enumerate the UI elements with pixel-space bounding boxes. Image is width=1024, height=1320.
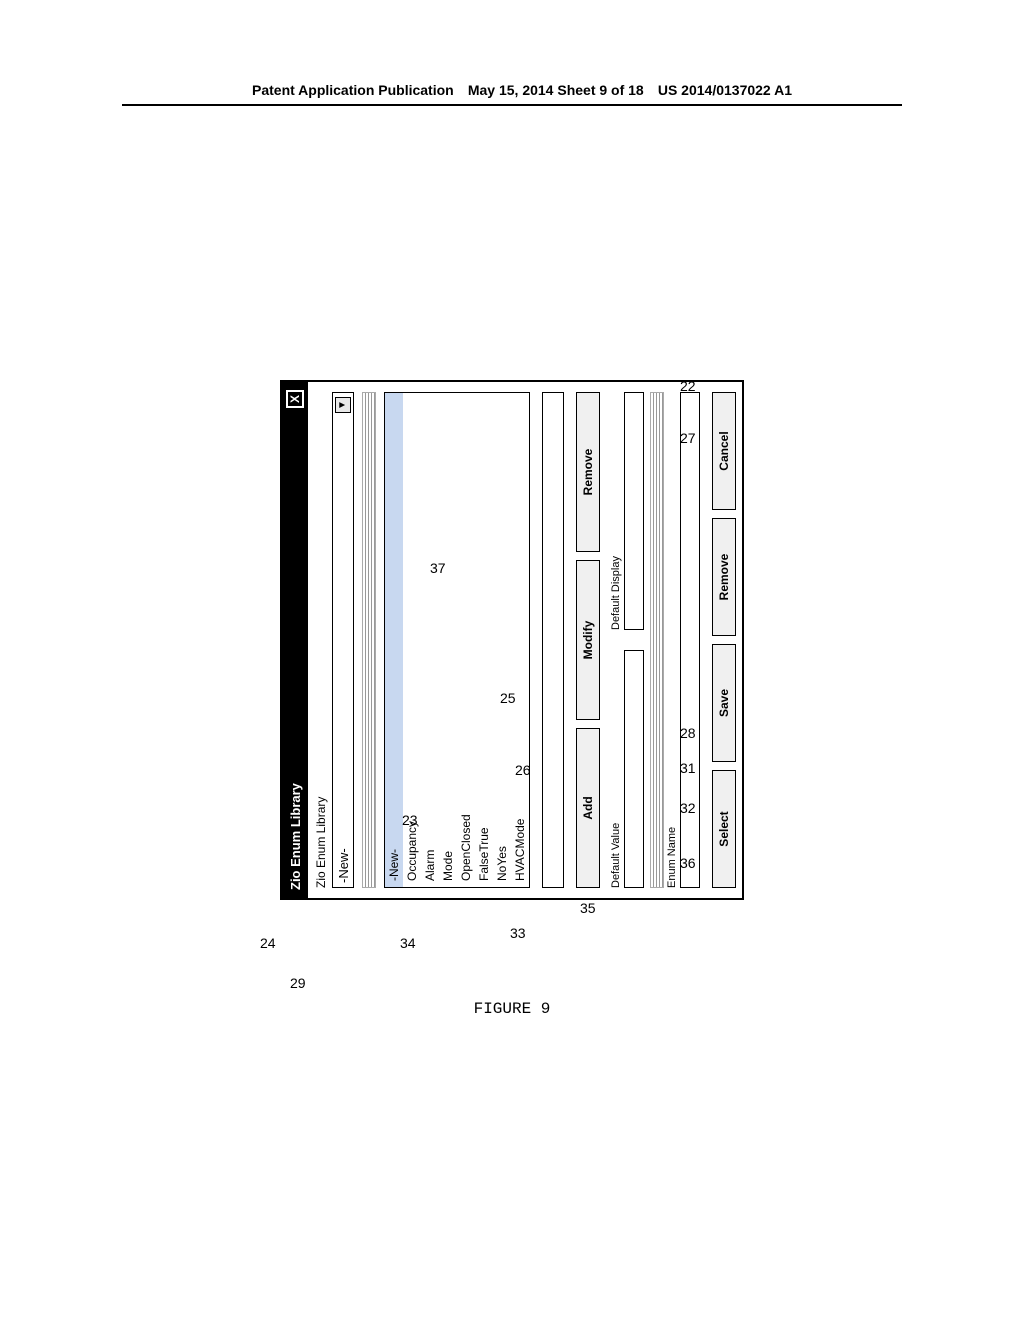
default-value-label: Default Value (610, 650, 622, 888)
cancel-button[interactable]: Cancel (712, 392, 736, 510)
modify-button[interactable]: Modify (576, 560, 600, 720)
enum-select-dropdown[interactable]: -New- ▼ (332, 392, 354, 888)
list-item[interactable]: Mode (439, 393, 457, 887)
titlebar: Zio Enum Library X (282, 382, 308, 898)
value-buttons-row: Add Modify Remove (570, 382, 606, 898)
callout-36: 36 (680, 855, 696, 871)
selected-enum-input[interactable] (542, 392, 564, 888)
list-item[interactable]: HVACMode (511, 393, 529, 887)
dialog-buttons-row: Select Save Remove Cancel (706, 382, 742, 898)
separator (650, 392, 664, 888)
list-item[interactable]: -New- (385, 393, 403, 887)
header-center: May 15, 2014 Sheet 9 of 18 (468, 82, 644, 98)
dialog-wrapper: Zio Enum Library X Zio Enum Library -New… (280, 380, 744, 900)
callout-26: 26 (515, 762, 531, 778)
callout-27: 27 (680, 430, 696, 446)
header-right: US 2014/0137022 A1 (658, 82, 792, 98)
separator (362, 392, 376, 888)
default-display-label: Default Display (610, 392, 622, 630)
figure-label: FIGURE 9 (474, 1000, 551, 1018)
page-header: Patent Application Publication May 15, 2… (122, 82, 902, 106)
list-item[interactable]: FalseTrue (475, 393, 493, 887)
remove-value-button[interactable]: Remove (576, 392, 600, 552)
list-item[interactable]: Alarm (421, 393, 439, 887)
default-display-input[interactable] (624, 392, 644, 630)
callout-33: 33 (510, 925, 526, 941)
close-icon[interactable]: X (286, 390, 304, 408)
callout-31: 31 (680, 760, 696, 776)
select-button[interactable]: Select (712, 770, 736, 888)
callout-24: 24 (260, 935, 276, 951)
page: Patent Application Publication May 15, 2… (0, 0, 1024, 1320)
dropdown-value: -New- (336, 848, 351, 883)
add-button[interactable]: Add (576, 728, 600, 888)
defaults-row: Default Value Default Display (606, 382, 648, 898)
header-left: Patent Application Publication (252, 82, 454, 98)
default-value-input[interactable] (624, 650, 644, 888)
callout-29: 29 (290, 975, 306, 991)
library-section: Zio Enum Library -New- ▼ (308, 382, 360, 898)
enum-library-dialog: Zio Enum Library X Zio Enum Library -New… (280, 380, 744, 900)
list-item[interactable]: NoYes (493, 393, 511, 887)
selected-enum-box (536, 382, 570, 898)
chevron-down-icon[interactable]: ▼ (335, 397, 351, 413)
dialog-title: Zio Enum Library (288, 783, 303, 890)
list-item[interactable]: OpenClosed (457, 393, 475, 887)
callout-28: 28 (680, 725, 696, 741)
callout-22: 22 (680, 378, 696, 394)
callout-34: 34 (400, 935, 416, 951)
callout-25: 25 (500, 690, 516, 706)
save-button[interactable]: Save (712, 644, 736, 762)
callout-32: 32 (680, 800, 696, 816)
callout-37: 37 (430, 560, 446, 576)
remove-enum-button[interactable]: Remove (712, 518, 736, 636)
callout-23: 23 (402, 812, 418, 828)
enum-name-label: Enum Name (666, 382, 678, 898)
callout-35: 35 (580, 900, 596, 916)
section-label: Zio Enum Library (314, 392, 328, 888)
